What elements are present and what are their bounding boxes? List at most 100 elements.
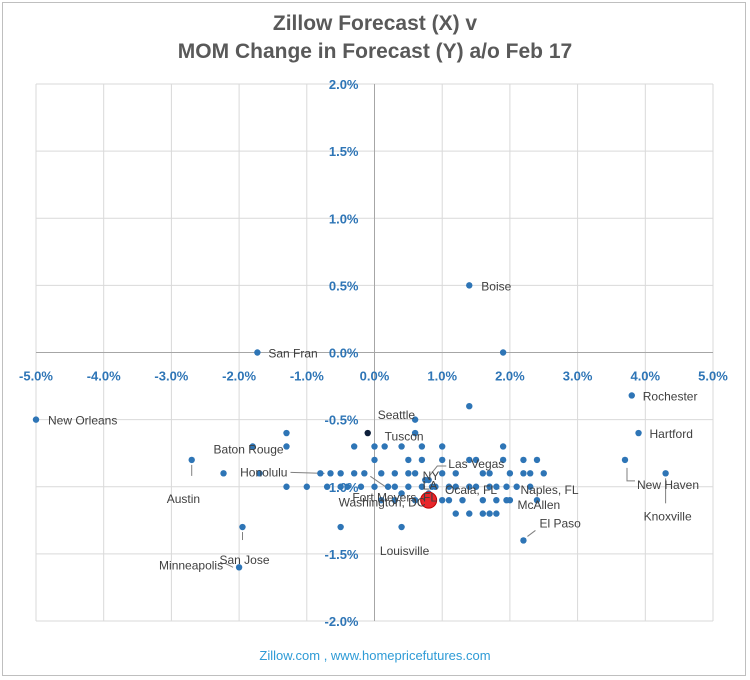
x-tick-label: -4.0% bbox=[87, 369, 121, 384]
y-tick-label: 2.0% bbox=[329, 77, 359, 92]
data-point bbox=[418, 443, 426, 450]
data-point bbox=[357, 483, 365, 490]
point-label: Rochester bbox=[643, 389, 698, 403]
data-point bbox=[452, 470, 459, 477]
data-point bbox=[418, 483, 426, 490]
data-point bbox=[533, 456, 541, 464]
data-point-labeled bbox=[239, 523, 246, 531]
data-point bbox=[479, 496, 487, 504]
data-point-labeled bbox=[381, 443, 388, 450]
data-point bbox=[472, 483, 480, 490]
data-point-labeled bbox=[503, 496, 510, 504]
data-point bbox=[466, 456, 473, 464]
data-point bbox=[439, 496, 446, 504]
y-tick-label: 1.0% bbox=[329, 211, 359, 226]
point-label: Las Vegas bbox=[448, 457, 504, 471]
point-label: New Orleans bbox=[48, 414, 117, 428]
data-point bbox=[405, 456, 412, 464]
source-footer: Zillow.com , www.homepricefutures.com bbox=[259, 648, 491, 663]
data-point bbox=[378, 470, 385, 477]
y-tick-label: -2.0% bbox=[325, 614, 359, 629]
data-point-labeled bbox=[466, 282, 473, 289]
data-point-labeled bbox=[425, 476, 432, 484]
data-point bbox=[466, 510, 473, 517]
data-point bbox=[499, 456, 507, 464]
leader-line bbox=[428, 465, 447, 477]
data-point bbox=[398, 443, 405, 450]
data-point bbox=[540, 470, 547, 477]
data-point bbox=[303, 483, 310, 490]
data-point bbox=[371, 443, 378, 450]
x-tick-label: -5.0% bbox=[19, 369, 53, 384]
data-point bbox=[391, 496, 399, 504]
data-point-labeled bbox=[520, 537, 527, 544]
data-point bbox=[350, 443, 358, 450]
data-point-labeled bbox=[327, 470, 334, 477]
tick-labels: -5.0% -4.0% -3.0% -2.0% -1.0% 0.0% 1.0% 2.0% 3.0… bbox=[19, 77, 728, 629]
point-label: LA bbox=[423, 478, 438, 492]
data-point bbox=[513, 483, 520, 490]
highlight-point bbox=[420, 491, 438, 509]
data-point bbox=[520, 456, 527, 464]
data-point bbox=[418, 456, 426, 464]
data-point bbox=[283, 483, 290, 490]
chart-title-line-2: MOM Change in Forecast (Y) a/o Feb 17 bbox=[177, 40, 573, 63]
point-label: Hartford bbox=[650, 427, 693, 441]
data-point bbox=[445, 483, 453, 490]
data-point-labeled bbox=[361, 470, 368, 477]
data-point bbox=[405, 483, 412, 490]
point-label: Minneapolis bbox=[159, 558, 223, 572]
data-point bbox=[493, 510, 500, 517]
data-point bbox=[472, 456, 480, 464]
data-point bbox=[445, 496, 453, 504]
point-label: Knoxville bbox=[644, 509, 692, 523]
data-point bbox=[486, 483, 493, 490]
data-point bbox=[337, 523, 344, 531]
data-point bbox=[459, 496, 466, 504]
data-point bbox=[283, 429, 290, 437]
data-point-labeled bbox=[398, 490, 405, 497]
data-point bbox=[391, 470, 399, 477]
x-tick-label: -3.0% bbox=[154, 369, 188, 384]
data-point-labeled bbox=[364, 429, 371, 437]
y-tick-label: 0.5% bbox=[329, 278, 359, 293]
x-tick-label: 4.0% bbox=[630, 369, 660, 384]
data-point bbox=[520, 470, 527, 477]
data-point bbox=[344, 483, 351, 490]
leader-line bbox=[527, 530, 536, 537]
data-point bbox=[466, 483, 473, 490]
y-tick-label: -1.5% bbox=[325, 547, 359, 562]
data-point bbox=[350, 470, 358, 477]
data-point bbox=[411, 416, 419, 423]
data-point bbox=[337, 470, 344, 477]
data-point bbox=[486, 510, 493, 517]
x-tick-label: 2.0% bbox=[495, 369, 525, 384]
data-point-labeled bbox=[628, 392, 635, 399]
data-point bbox=[527, 470, 534, 477]
data-point bbox=[317, 470, 324, 477]
x-tick-label: -1.0% bbox=[290, 369, 324, 384]
x-tick-label: 1.0% bbox=[427, 369, 457, 384]
data-point bbox=[439, 470, 446, 477]
data-point-labeled bbox=[428, 483, 436, 490]
data-points bbox=[32, 282, 669, 571]
data-point bbox=[493, 496, 500, 504]
data-point-labeled bbox=[503, 483, 510, 490]
data-point bbox=[506, 470, 514, 477]
data-point-labeled bbox=[662, 470, 669, 477]
axes bbox=[36, 84, 713, 621]
point-label: San Fran bbox=[268, 347, 317, 361]
point-label: Washington, DC bbox=[339, 495, 426, 509]
point-label: Seattle bbox=[378, 408, 416, 422]
data-point bbox=[405, 470, 412, 477]
leader-lines bbox=[191, 464, 667, 568]
x-tick-label: -2.0% bbox=[222, 369, 256, 384]
data-point-labeled bbox=[32, 416, 40, 423]
point-label: New Haven bbox=[637, 478, 699, 492]
data-point bbox=[527, 483, 534, 490]
data-point bbox=[479, 510, 487, 517]
data-point bbox=[411, 496, 419, 504]
x-tick-label: 3.0% bbox=[563, 369, 593, 384]
data-point-labeled bbox=[220, 470, 227, 477]
